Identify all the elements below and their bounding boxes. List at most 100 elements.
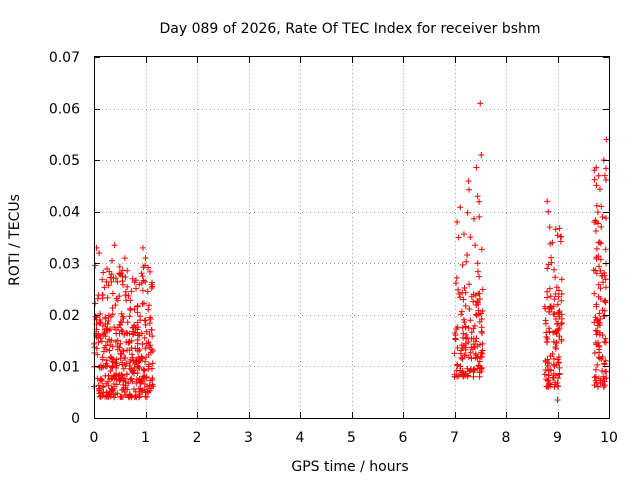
data-point: [451, 373, 458, 380]
data-point: [142, 317, 149, 324]
data-point: [99, 276, 106, 283]
data-point: [145, 339, 152, 346]
data-point: [594, 361, 601, 368]
data-point: [592, 327, 599, 334]
data-point: [149, 283, 156, 290]
x-tick-label: 2: [193, 430, 202, 446]
data-point: [471, 322, 478, 329]
data-point: [123, 371, 130, 378]
data-point: [550, 361, 557, 368]
data-point: [138, 330, 145, 337]
data-point: [138, 355, 145, 362]
data-point: [115, 372, 122, 379]
data-point: [452, 280, 459, 287]
axis-ticks: [94, 57, 610, 419]
data-point: [551, 266, 558, 273]
data-point: [146, 320, 153, 327]
data-point: [145, 264, 152, 271]
data-point: [119, 313, 126, 320]
data-point: [468, 355, 475, 362]
data-point: [129, 351, 136, 358]
data-point: [122, 292, 129, 299]
data-point: [544, 294, 551, 301]
data-point: [128, 375, 135, 382]
data-point: [149, 360, 156, 367]
data-point: [123, 329, 130, 336]
data-point: [126, 347, 133, 354]
data-point: [111, 394, 118, 401]
data-point: [544, 362, 551, 369]
data-point: [545, 325, 552, 332]
data-point: [451, 330, 458, 337]
data-point: [457, 363, 464, 370]
data-point: [474, 260, 481, 267]
data-point: [479, 286, 486, 293]
data-point: [591, 176, 598, 183]
data-point: [591, 350, 598, 357]
data-point: [100, 389, 107, 396]
data-point: [597, 256, 604, 263]
data-point: [94, 351, 101, 358]
data-point: [119, 328, 126, 335]
data-point: [467, 234, 474, 241]
data-point: [591, 167, 598, 174]
data-point: [597, 380, 604, 387]
data-point: [112, 391, 119, 398]
data-point: [601, 360, 608, 367]
data-point: [594, 209, 601, 216]
data-point: [147, 349, 154, 356]
data-point: [600, 279, 607, 286]
data-point: [548, 259, 555, 266]
data-point: [100, 269, 107, 276]
data-point: [457, 294, 464, 301]
data-point: [121, 255, 128, 262]
data-point: [597, 186, 604, 193]
data-point: [129, 331, 136, 338]
data-point: [454, 361, 461, 368]
data-point: [595, 172, 602, 179]
data-point: [546, 328, 553, 335]
data-point: [132, 357, 139, 364]
data-point: [108, 278, 115, 285]
data-point: [552, 372, 559, 379]
x-tick-label: 5: [347, 430, 356, 446]
data-point: [547, 383, 554, 390]
data-point: [460, 316, 467, 323]
data-point: [109, 305, 116, 312]
data-point: [99, 392, 106, 399]
data-point: [145, 306, 152, 313]
data-point: [99, 292, 106, 299]
data-point: [459, 261, 466, 268]
data-point: [147, 342, 154, 349]
x-tick-label: 4: [296, 430, 305, 446]
data-point: [549, 350, 556, 357]
data-point: [95, 339, 102, 346]
data-point: [118, 387, 125, 394]
data-point: [106, 347, 113, 354]
data-point: [473, 164, 480, 171]
data-point: [458, 347, 465, 354]
data-point: [92, 313, 99, 320]
data-point: [476, 373, 483, 380]
data-point: [458, 311, 465, 318]
data-point: [119, 361, 126, 368]
data-point: [472, 242, 479, 249]
data-point: [463, 258, 470, 265]
data-point: [601, 272, 608, 279]
data-point: [550, 338, 557, 345]
data-point: [472, 352, 479, 359]
data-point: [601, 338, 608, 345]
data-point: [545, 372, 552, 379]
y-tick-label: 0.06: [49, 102, 80, 118]
data-point: [458, 354, 465, 361]
data-point: [127, 305, 134, 312]
data-point: [547, 293, 554, 300]
y-tick-label: 0.07: [49, 50, 80, 66]
data-point: [126, 330, 133, 337]
data-point: [545, 208, 552, 215]
data-point: [462, 302, 469, 309]
data-point: [107, 354, 114, 361]
data-point: [109, 290, 116, 297]
data-point: [556, 364, 563, 371]
data-point: [455, 234, 462, 241]
